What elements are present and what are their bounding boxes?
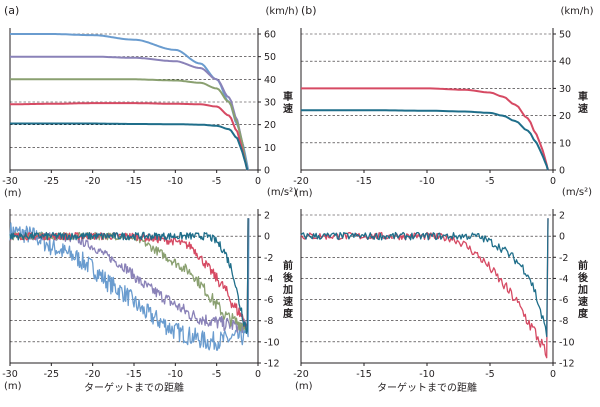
panel-label: (a)	[4, 4, 19, 17]
x-tick-label: -15	[126, 176, 142, 187]
y-tick-label: 10	[264, 143, 276, 154]
x-tick-label: 0	[550, 176, 556, 187]
series-line-3	[10, 102, 249, 171]
x-tick-label: -25	[44, 176, 60, 187]
series-line-4	[9, 218, 249, 335]
y-tick-label: 0	[559, 232, 565, 243]
y-axis-title-char: 前	[578, 259, 588, 272]
y-tick-label: 50	[559, 30, 571, 41]
y-tick-label: 2	[264, 211, 270, 222]
y-tick-label: -12	[559, 359, 575, 370]
series-line-1	[301, 109, 549, 171]
x-tick-label: -5	[485, 176, 494, 187]
x-tick-label: -30	[2, 176, 18, 187]
x-tick-label: -10	[419, 369, 435, 380]
x-tick-label: -20	[85, 369, 101, 380]
chart-panel-a-accel: -12-10-8-6-4-202-30 -25 -20 -15 -10 -5 0(m)(m/…	[2, 187, 297, 394]
y-tick-label: -4	[264, 274, 273, 285]
y-tick-label: 2	[559, 211, 565, 222]
y-tick-label: -2	[559, 253, 568, 264]
chart-panel-a-speed: 0 10 20 30 40 50 60 -30 -25 -20 -15 -10 -5 0 (m) (km/h)…	[2, 4, 298, 199]
x-tick-label: -20	[293, 369, 309, 380]
panel-label: (b)	[301, 4, 317, 17]
x-tick-label: 0	[550, 369, 556, 380]
y-tick-label: 10	[559, 138, 571, 149]
series-line-1	[10, 55, 249, 171]
y-axis-title-char: 車	[283, 90, 293, 103]
x-unit-label: (m)	[295, 381, 313, 392]
y-tick-label: -8	[264, 316, 273, 327]
series-line-0	[301, 87, 549, 171]
y-unit-label: (km/h)	[560, 6, 593, 17]
y-axis-title-char: 後	[283, 271, 294, 284]
x-tick-label: 0	[255, 176, 261, 187]
y-tick-label: -10	[264, 337, 280, 348]
x-tick-label: -10	[168, 369, 184, 380]
x-tick-label: -10	[419, 176, 435, 187]
y-tick-label: -6	[559, 295, 568, 306]
y-tick-label: 0	[264, 166, 270, 177]
y-tick-label: -8	[559, 316, 568, 327]
y-tick-label: 60	[264, 30, 276, 41]
y-axis-title-char: 加	[577, 283, 588, 296]
x-tick-label: -20	[293, 176, 309, 187]
y-axis-title-char: 度	[578, 307, 589, 320]
x-tick-label: -5	[212, 369, 221, 380]
y-tick-label: 30	[559, 84, 571, 95]
y-axis-title-char: 度	[283, 307, 294, 320]
chart-panel-b-accel: -12-10-8-6-4-202-20 -15 -10 -5 0(m)(m/s²)前後加…	[293, 187, 592, 394]
y-axis-title-char: 後	[578, 271, 589, 284]
y-axis-title-char: 加	[282, 283, 293, 296]
y-tick-label: -4	[559, 274, 568, 285]
y-axis-title-char: 車	[578, 90, 588, 103]
y-axis-title: 車速	[283, 90, 293, 115]
x-tick-label: -5	[212, 176, 221, 187]
x-tick-label: -15	[356, 369, 372, 380]
y-tick-label: 20	[559, 111, 571, 122]
x-axis-title: ターゲットまでの距離	[377, 381, 477, 394]
x-tick-label: -25	[44, 369, 60, 380]
y-axis-title-char: 速	[283, 295, 293, 308]
y-axis-title-char: 速	[578, 102, 588, 115]
y-tick-label: 20	[264, 120, 276, 131]
x-axis-title: ターゲットまでの距離	[84, 381, 184, 394]
y-tick-label: 40	[264, 75, 276, 86]
x-tick-label: -30	[2, 369, 18, 380]
y-unit-label: (m/s²)	[267, 187, 297, 198]
chart-panel-b-speed: 0 10 20 30 40 50 -20 -15 -10 -5 0 (m) (km/h) 車速 (b)	[293, 4, 593, 199]
x-tick-label: -15	[126, 369, 142, 380]
x-tick-label: 0	[255, 369, 261, 380]
series-line-1	[300, 218, 549, 338]
y-tick-label: 50	[264, 52, 276, 63]
series-line-1	[9, 218, 249, 334]
series-line-4	[10, 122, 249, 171]
y-tick-label: -2	[264, 253, 273, 264]
x-tick-label: -20	[85, 176, 101, 187]
y-tick-label: -10	[559, 337, 575, 348]
x-unit-label: (m)	[4, 188, 22, 199]
y-tick-label: -12	[264, 359, 280, 370]
x-tick-label: -10	[168, 176, 184, 187]
y-axis-title-char: 前	[283, 259, 293, 272]
y-tick-label: -6	[264, 295, 273, 306]
y-tick-label: 30	[264, 98, 276, 109]
y-axis-title: 車速	[578, 90, 588, 115]
y-tick-label: 0	[264, 232, 270, 243]
y-tick-label: 40	[559, 57, 571, 68]
y-axis-title-char: 速	[578, 295, 588, 308]
x-tick-label: -15	[356, 176, 372, 187]
x-tick-label: -5	[485, 369, 494, 380]
x-unit-label: (m)	[4, 381, 22, 392]
series-line-0	[9, 218, 250, 351]
y-axis-title-char: 速	[283, 102, 293, 115]
y-tick-label: 0	[559, 166, 565, 177]
x-unit-label: (m)	[295, 188, 313, 199]
y-unit-label: (km/h)	[265, 6, 298, 17]
y-unit-label: (m/s²)	[562, 187, 592, 198]
series-line-2	[10, 78, 249, 171]
